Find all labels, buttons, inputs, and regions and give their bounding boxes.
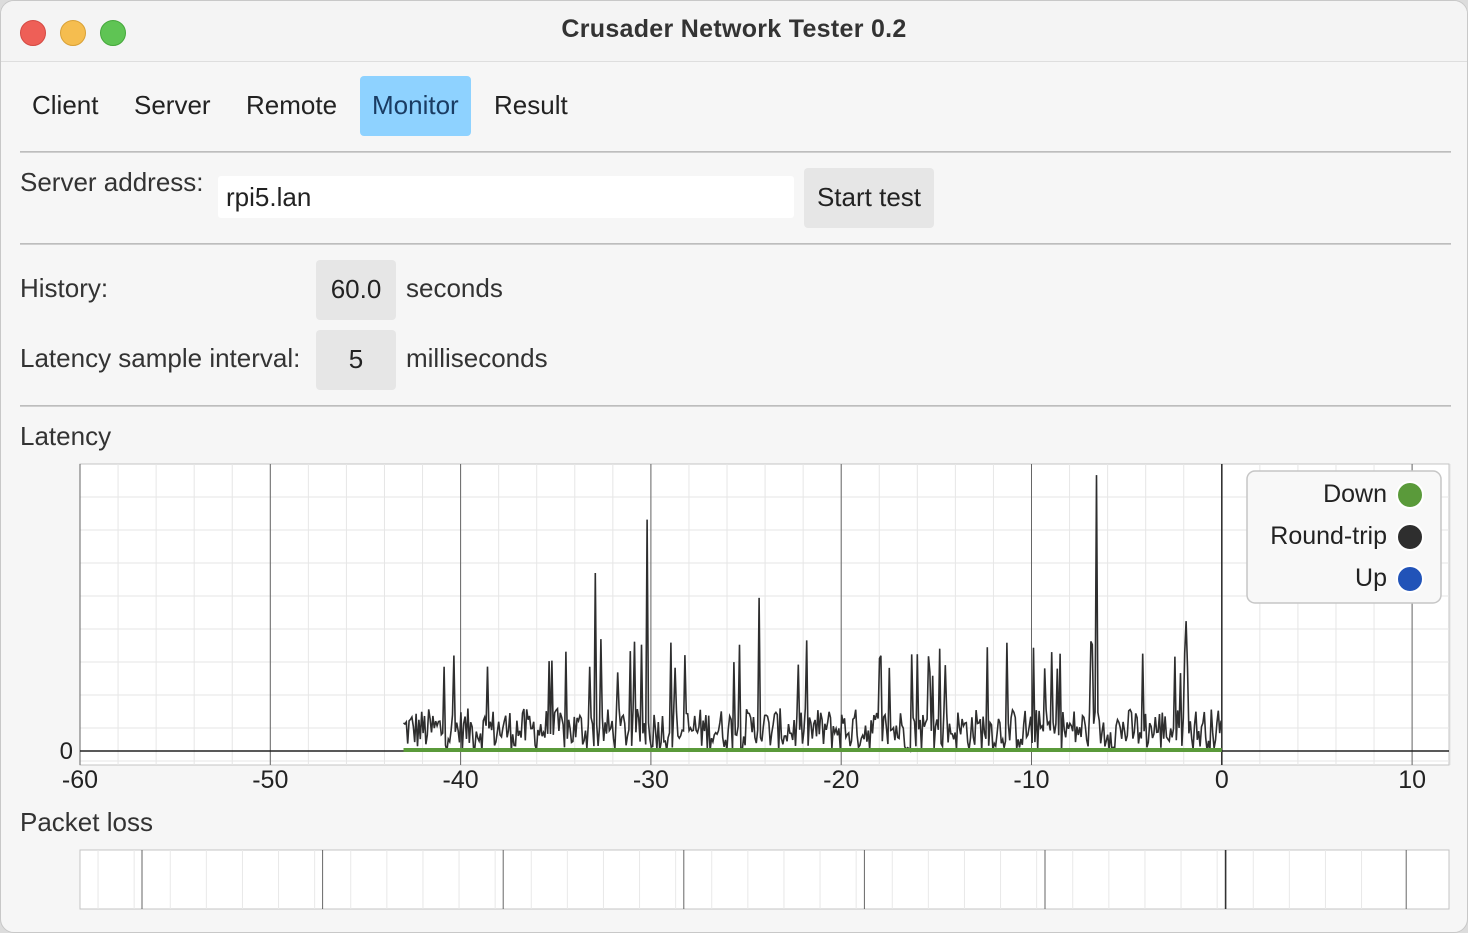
x-tick-label: -10	[1013, 766, 1049, 794]
latency-section-title: Latency	[20, 421, 112, 451]
zoom-window-button[interactable]	[100, 20, 126, 46]
history-unit-label: seconds	[406, 273, 503, 303]
separator	[20, 151, 1451, 153]
tab-server[interactable]: Server	[134, 90, 211, 120]
title-bar: Crusader Network Tester 0.2	[1, 1, 1467, 62]
history-seconds-field[interactable]: 60.0	[316, 260, 396, 320]
x-tick-label: 0	[1215, 766, 1229, 794]
latency-chart[interactable]: -60 -50 -40 -30 -20 -10 0 10 0 Down Round-trip …	[1, 456, 1467, 801]
minimize-window-button[interactable]	[60, 20, 86, 46]
legend-label-up: Up	[1355, 564, 1387, 592]
legend-swatch-down	[1396, 481, 1424, 509]
latency-interval-field[interactable]: 5	[316, 330, 396, 390]
tab-client[interactable]: Client	[32, 90, 99, 120]
tab-result[interactable]: Result	[494, 90, 568, 120]
legend-label-round-trip: Round-trip	[1270, 522, 1387, 550]
tab-monitor[interactable]: Monitor	[360, 76, 471, 136]
separator	[20, 405, 1451, 407]
y-tick-label-0: 0	[60, 738, 73, 765]
close-window-button[interactable]	[20, 20, 46, 46]
series-round-trip-line	[403, 475, 1222, 753]
packet-loss-chart[interactable]	[1, 846, 1467, 916]
legend-swatch-up	[1396, 565, 1424, 593]
server-address-input[interactable]	[218, 176, 794, 218]
x-tick-label: -20	[823, 766, 859, 794]
x-tick-label: -60	[62, 766, 98, 794]
x-tick-label: -50	[252, 766, 288, 794]
history-label: History:	[20, 273, 109, 303]
window-title: Crusader Network Tester 0.2	[561, 15, 907, 43]
latency-interval-unit-label: milliseconds	[406, 343, 548, 373]
latency-interval-label: Latency sample interval:	[20, 343, 301, 373]
tab-remote[interactable]: Remote	[246, 90, 338, 120]
x-tick-label: -30	[633, 766, 669, 794]
start-test-button[interactable]: Start test	[804, 168, 934, 228]
x-tick-label: -40	[443, 766, 479, 794]
x-tick-label: 10	[1398, 766, 1426, 794]
chart-legend: Down Round-trip Up	[1246, 470, 1442, 604]
separator	[20, 243, 1451, 245]
server-address-label: Server address:	[20, 167, 204, 197]
legend-swatch-round-trip	[1396, 523, 1424, 551]
legend-label-down: Down	[1323, 480, 1387, 508]
packet-loss-section-title: Packet loss	[20, 807, 153, 837]
